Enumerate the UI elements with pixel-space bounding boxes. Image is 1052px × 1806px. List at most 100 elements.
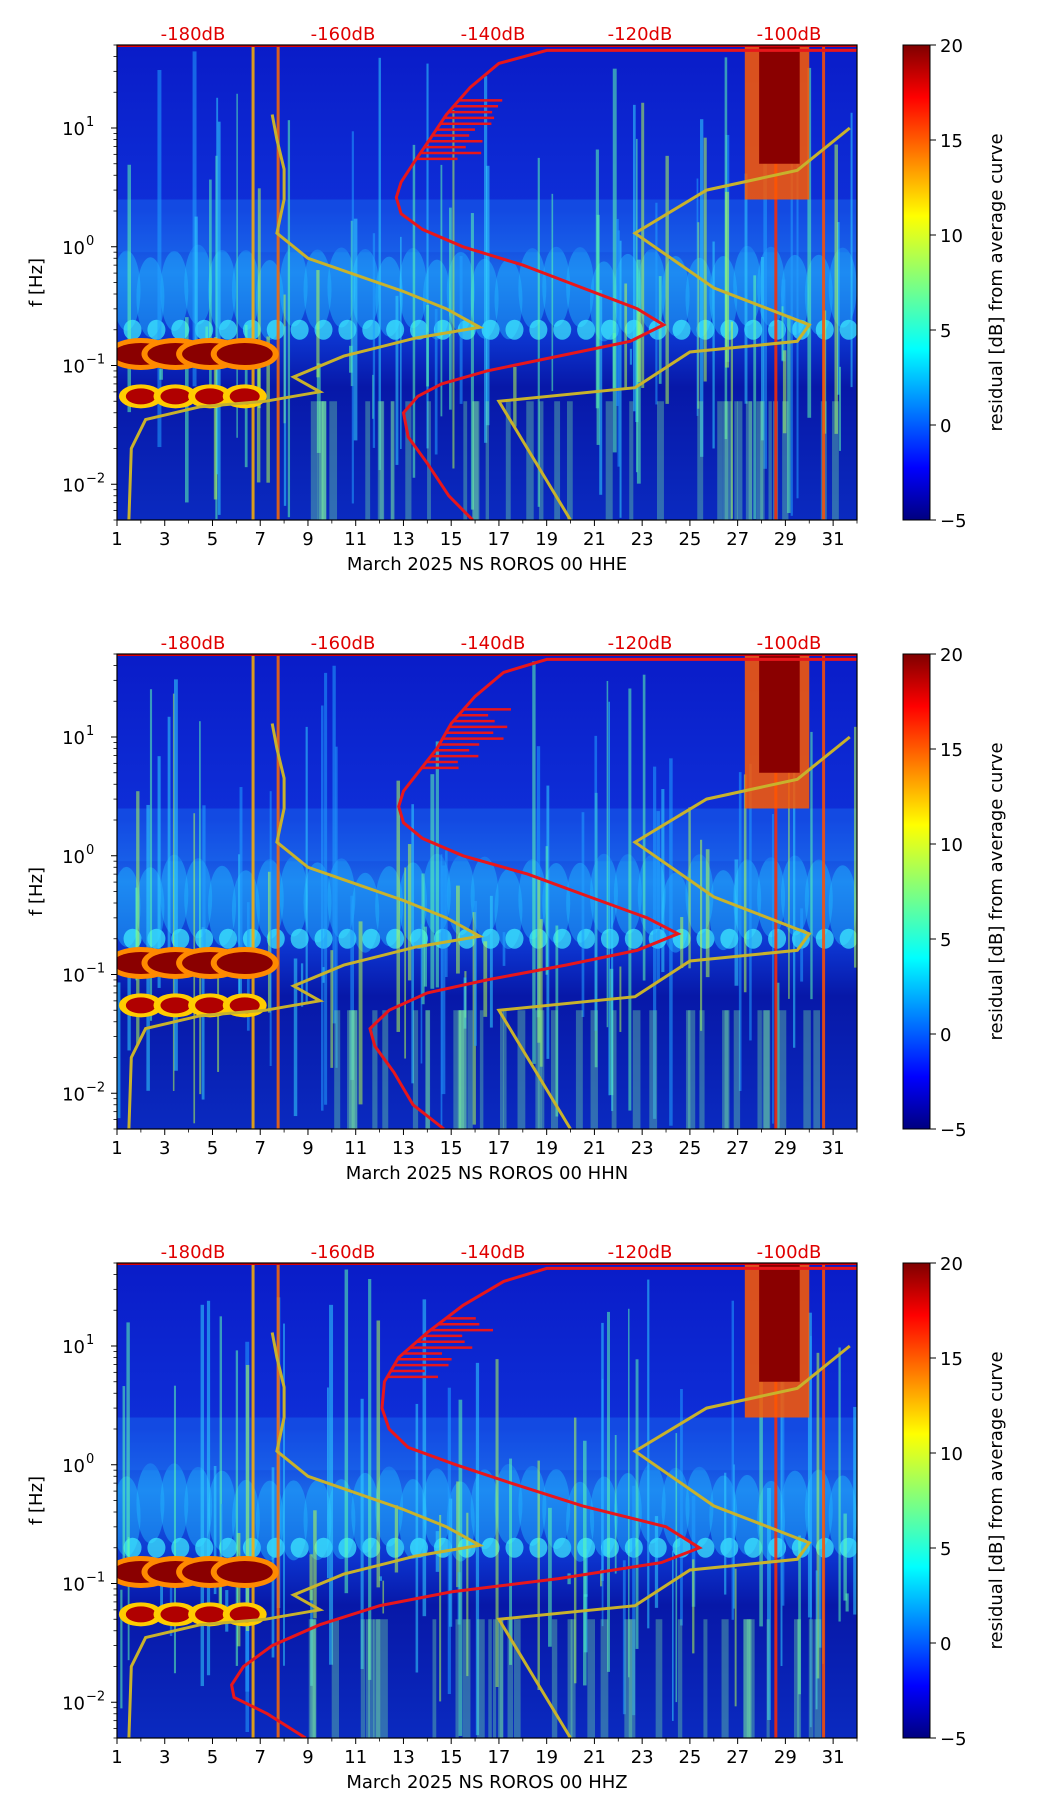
event-streak <box>160 1583 163 1608</box>
event-streak <box>658 276 662 384</box>
event-streak <box>839 366 841 451</box>
noise-band <box>362 319 381 340</box>
noise-band <box>637 1463 666 1544</box>
event-streak <box>390 401 394 520</box>
noise-band <box>314 928 333 949</box>
y-tick-label: 10 <box>62 475 85 496</box>
x-axis-label: March 2025 NS ROROS 00 HHZ <box>346 1772 627 1793</box>
event-streak <box>365 401 371 520</box>
y-axis-label: f [Hz] <box>26 867 47 916</box>
event-streak <box>722 1010 729 1129</box>
storm-band <box>195 1606 226 1623</box>
event-streak <box>743 1619 752 1738</box>
event-streak <box>488 1619 492 1738</box>
event-streak <box>809 1335 812 1728</box>
event-streak <box>748 1619 755 1738</box>
average-psd-curve <box>368 657 857 1129</box>
x-tick-label: 19 <box>535 1747 558 1768</box>
top-db-label: -140dB <box>461 633 526 654</box>
event-streak <box>352 1010 358 1129</box>
event-streak <box>495 1359 499 1687</box>
noise-band <box>195 319 214 340</box>
event-streak <box>655 1619 663 1738</box>
event-streak <box>748 401 753 520</box>
event-streak <box>329 401 338 520</box>
event-streak <box>513 1619 521 1738</box>
top-db-label: -140dB <box>461 24 526 45</box>
top-edge <box>117 654 857 656</box>
colorbar <box>902 653 931 1130</box>
event-streak <box>316 270 320 378</box>
y-tick-label: 10 <box>62 357 85 378</box>
noise-band <box>290 1537 309 1558</box>
event-streak <box>447 1387 451 1695</box>
event-streak <box>378 57 381 471</box>
event-streak <box>452 110 455 469</box>
storm-band <box>229 1606 260 1623</box>
noise-band <box>494 1463 523 1544</box>
event-streak <box>637 311 641 383</box>
colorbar-tick-label: 5 <box>940 930 951 951</box>
colorbar-tick-label: 0 <box>940 1025 951 1046</box>
noise-band <box>709 1475 738 1556</box>
event-streak <box>382 1580 385 1614</box>
event-streak <box>509 1458 513 1665</box>
event-streak <box>813 1010 821 1129</box>
event-streak <box>365 1619 371 1738</box>
noise-band <box>171 319 190 340</box>
y-tick-exponent: 0 <box>86 234 94 249</box>
event-streak <box>629 348 632 365</box>
noise-band <box>123 319 142 340</box>
high-noise-model-curve <box>496 735 851 1129</box>
noise-band <box>542 246 571 327</box>
event-streak <box>669 758 673 1126</box>
event-streak <box>570 1619 576 1738</box>
event-streak <box>774 1263 778 1738</box>
average-psd-curve <box>394 48 857 520</box>
event-streak <box>372 233 376 448</box>
noise-band <box>117 866 141 947</box>
x-tick-label: 31 <box>822 529 845 550</box>
noise-band <box>266 319 285 340</box>
plot-area <box>117 654 857 1129</box>
event-streak <box>538 401 544 520</box>
event-streak <box>238 973 242 1000</box>
storm-band <box>759 45 800 164</box>
event-streak <box>517 1010 526 1129</box>
event-streak <box>251 45 255 520</box>
x-tick-label: 25 <box>678 1138 701 1159</box>
event-streak <box>722 401 729 520</box>
event-streak <box>611 1010 617 1129</box>
plot-area <box>117 1263 857 1738</box>
event-streak <box>421 873 425 1005</box>
x-tick-label: 23 <box>631 529 654 550</box>
event-streak <box>239 787 243 974</box>
event-streak <box>788 739 790 999</box>
event-streak <box>730 321 734 519</box>
x-tick-label: 17 <box>487 1138 510 1159</box>
colorbar-label: residual [dB] from average curve <box>986 742 1007 1040</box>
noise-band <box>720 928 739 949</box>
noise-band <box>505 319 524 340</box>
event-streak <box>546 785 550 1059</box>
event-streak <box>781 306 784 361</box>
event-streak <box>199 974 202 1095</box>
event-streak <box>760 401 765 520</box>
noise-band <box>219 1537 238 1558</box>
event-streak <box>434 308 438 455</box>
noise-band <box>386 928 405 949</box>
colorbar-tick-label: 10 <box>940 226 963 247</box>
event-streak <box>614 1435 617 1574</box>
event-streak <box>649 1010 658 1129</box>
event-streak <box>656 811 660 982</box>
colorbar-tick-label: 5 <box>940 1539 951 1560</box>
x-tick-label: 9 <box>302 529 313 550</box>
x-axis-label: March 2025 NS ROROS 00 HHN <box>346 1163 628 1184</box>
event-streak <box>474 900 477 1046</box>
event-streak <box>573 1417 577 1684</box>
event-streak <box>692 1559 695 1654</box>
event-streak <box>822 654 826 1129</box>
event-streak <box>122 1386 126 1577</box>
storm-band <box>195 997 226 1014</box>
top-edge <box>117 1263 857 1265</box>
